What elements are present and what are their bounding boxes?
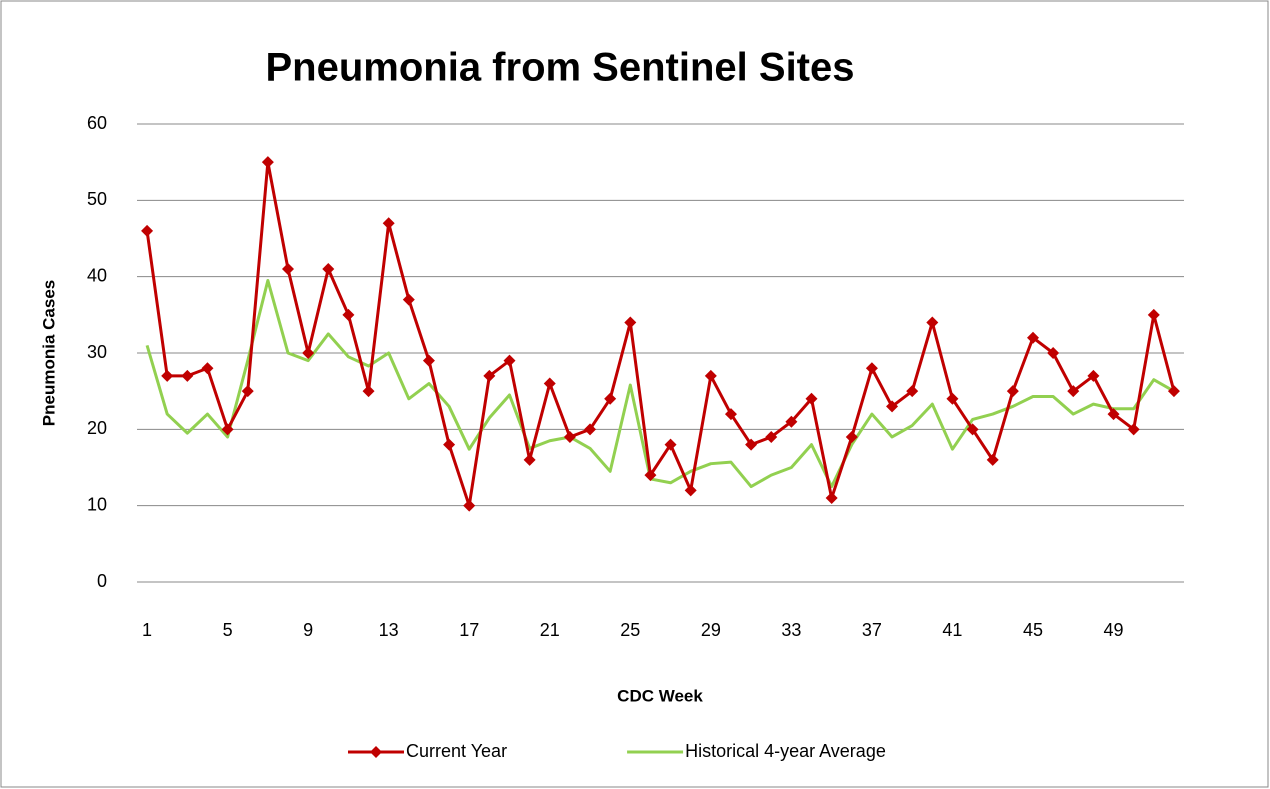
data-point (503, 354, 516, 367)
data-point (181, 369, 194, 382)
data-point (845, 430, 858, 443)
data-point (141, 224, 154, 237)
series-line (145, 278, 1175, 489)
data-point (261, 156, 274, 169)
data-point (1167, 385, 1180, 398)
x-tick-label: 21 (540, 620, 560, 640)
data-point (382, 217, 395, 230)
data-point (886, 400, 899, 413)
data-point (644, 469, 657, 482)
data-point (584, 423, 597, 436)
y-tick-label: 60 (87, 113, 107, 133)
x-tick-label: 1 (142, 620, 152, 640)
data-point (785, 415, 798, 428)
data-point (241, 385, 254, 398)
y-tick-label: 30 (87, 342, 107, 362)
y-tick-label: 0 (97, 571, 107, 591)
data-point (543, 377, 556, 390)
data-point (906, 385, 919, 398)
data-point (765, 430, 778, 443)
data-point (362, 385, 375, 398)
x-tick-label: 45 (1023, 620, 1043, 640)
data-point (805, 392, 818, 405)
data-point (1107, 408, 1120, 421)
data-point (443, 438, 456, 451)
x-tick-label: 13 (379, 620, 399, 640)
legend-label: Current Year (406, 741, 507, 761)
series-line (145, 160, 1176, 508)
data-point (1067, 385, 1080, 398)
data-point (483, 369, 496, 382)
x-tick-label: 29 (701, 620, 721, 640)
data-point (724, 408, 737, 421)
data-point (1026, 331, 1039, 344)
x-tick-label: 37 (862, 620, 882, 640)
data-point (402, 293, 415, 306)
data-point (986, 453, 999, 466)
data-point (463, 499, 476, 512)
x-tick-label: 49 (1104, 620, 1124, 640)
y-tick-label: 40 (87, 265, 107, 285)
x-tick-label: 17 (459, 620, 479, 640)
data-point (322, 263, 335, 276)
data-point (1147, 308, 1160, 321)
data-point (342, 308, 355, 321)
y-axis-title: Pneumonia Cases (39, 280, 58, 426)
data-point (1047, 347, 1060, 359)
x-tick-label: 25 (620, 620, 640, 640)
data-point (745, 438, 758, 451)
x-tick-label: 9 (303, 620, 313, 640)
data-point (926, 316, 939, 329)
data-point (422, 354, 435, 367)
data-point (282, 263, 295, 276)
data-point (1006, 385, 1019, 398)
data-point (604, 392, 617, 405)
data-point (221, 423, 234, 436)
data-point (563, 430, 576, 443)
x-tick-label: 41 (942, 620, 962, 640)
x-axis-title: CDC Week (617, 686, 703, 705)
data-point (523, 453, 536, 466)
data-point (865, 362, 878, 375)
data-point (201, 362, 214, 375)
data-point (946, 392, 959, 405)
data-point (161, 369, 174, 382)
data-point (684, 484, 697, 497)
data-point (825, 492, 838, 505)
x-tick-label: 5 (223, 620, 233, 640)
y-tick-label: 20 (87, 418, 107, 438)
data-point (1087, 369, 1100, 382)
data-point (966, 423, 979, 436)
x-tick-label: 33 (781, 620, 801, 640)
y-tick-label: 10 (87, 494, 107, 514)
legend-label: Historical 4-year Average (685, 741, 886, 761)
data-point (624, 316, 637, 329)
data-point (1127, 423, 1140, 436)
chart-title: Pneumonia from Sentinel Sites (265, 46, 854, 90)
legend-marker (370, 746, 382, 758)
data-point (302, 347, 315, 359)
y-tick-label: 50 (87, 189, 107, 209)
data-point (704, 369, 717, 382)
data-point (664, 438, 677, 451)
